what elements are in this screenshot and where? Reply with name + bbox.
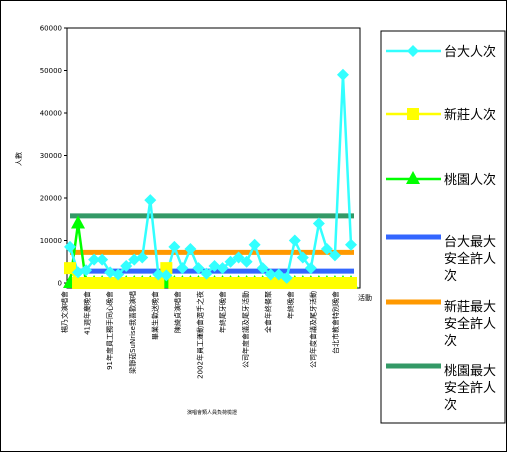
x-tick-label: 年終尾牙晚會 [218,291,227,333]
point-marker [176,262,189,275]
y-tick-label: 0 [58,280,62,288]
point-marker [200,267,213,280]
point-marker [248,238,261,251]
x-tick-label: 梁靜茹SuNrise我喜歡演唱 [128,291,137,374]
x-axis-ticks: 楊乃文演唱會 41週年慶晚會 91年度員工獨手同心晚會 梁靜茹SuNrise我喜歡演唱… [60,291,340,379]
point-marker [160,269,173,282]
x-tick-label: 91年度員工獨手同心晚會 [105,291,114,370]
legend-box [380,30,506,424]
point-marker [80,264,93,277]
legend-label: 次 [444,397,457,413]
plot-border [66,27,361,289]
legend-swatch-marker [407,108,419,120]
y-axis-title: 人數 [14,152,23,166]
legend-label: 台大最大 [444,235,496,250]
legend-swatch-marker [407,45,419,57]
point-marker [88,253,101,266]
point-marker [184,243,197,255]
legend-label: 台大人次 [444,44,496,60]
point-marker [280,271,293,284]
x-tick-label: 畢業生歡送晚會 [150,291,159,340]
x-tick-label: 公司年度會議及尾牙活動 [309,291,318,368]
x-tick-label: 41週年慶晚會 [83,291,92,335]
series-markers [63,68,358,289]
y-tick-label: 10000 [40,237,62,245]
point-marker [328,249,341,262]
point-marker [64,240,76,253]
x-footnote: 演唱會類人員負荷檢證 [187,409,237,416]
x-axis-title: 活動 [358,293,372,302]
point-marker [152,268,165,281]
legend-label: 桃園最大 [444,364,496,379]
x-tick-label: 年終晚會 [286,291,295,319]
legend-label: 安全許人 [444,251,496,267]
point-marker [345,238,357,251]
point-marker [152,277,165,289]
x-tick-label: 全會年終餐聚 [263,291,272,333]
point-marker [64,262,76,275]
point-marker [240,255,253,268]
legend-label: 次 [444,268,457,284]
point-marker [120,260,133,272]
point-marker [224,255,237,268]
point-marker [160,262,173,275]
point-marker [112,268,125,281]
x-tick-label: 陳綺貞演唱會 [173,291,182,333]
point-marker [345,277,357,289]
x-tick-label: 台北市教會特別晚會 [331,291,340,354]
legend-label: 安全許人 [444,316,496,332]
point-marker [216,262,229,275]
y-tick-label: 50000 [40,67,62,75]
point-marker [136,251,149,264]
legend-label: 新莊人次 [444,107,496,123]
point-marker [288,234,301,247]
point-marker [320,243,333,255]
legend-swatch-marker [406,171,420,184]
point-marker [336,68,349,81]
x-tick-label: 楊乃文演唱會 [60,291,69,333]
legend-label: 新莊最大 [444,299,496,315]
y-tick-label: 60000 [40,25,62,33]
plot-area [66,27,361,289]
point-marker [71,215,86,229]
point-marker [304,262,317,275]
point-marker [144,194,157,207]
legend-label: 次 [444,333,457,349]
point-marker [192,262,205,275]
legend-label: 安全許人 [444,380,496,396]
legend-label: 桃園人次 [444,172,496,188]
point-marker [296,251,309,264]
x-tick-label: 公司年度會議及尾牙活動 [241,291,250,368]
y-tick-label: 30000 [40,152,62,160]
point-marker [256,262,269,275]
point-marker [232,251,245,264]
y-axis-ticks: 0 10000 20000 30000 40000 50000 60000 [40,25,67,288]
point-marker [96,253,109,266]
point-marker [264,268,277,281]
point-marker [168,240,181,253]
y-tick-label: 20000 [40,195,62,203]
point-marker [312,217,325,230]
y-tick-label: 40000 [40,110,62,118]
x-tick-label: 2002年員工運動會選手之夜 [196,291,205,379]
